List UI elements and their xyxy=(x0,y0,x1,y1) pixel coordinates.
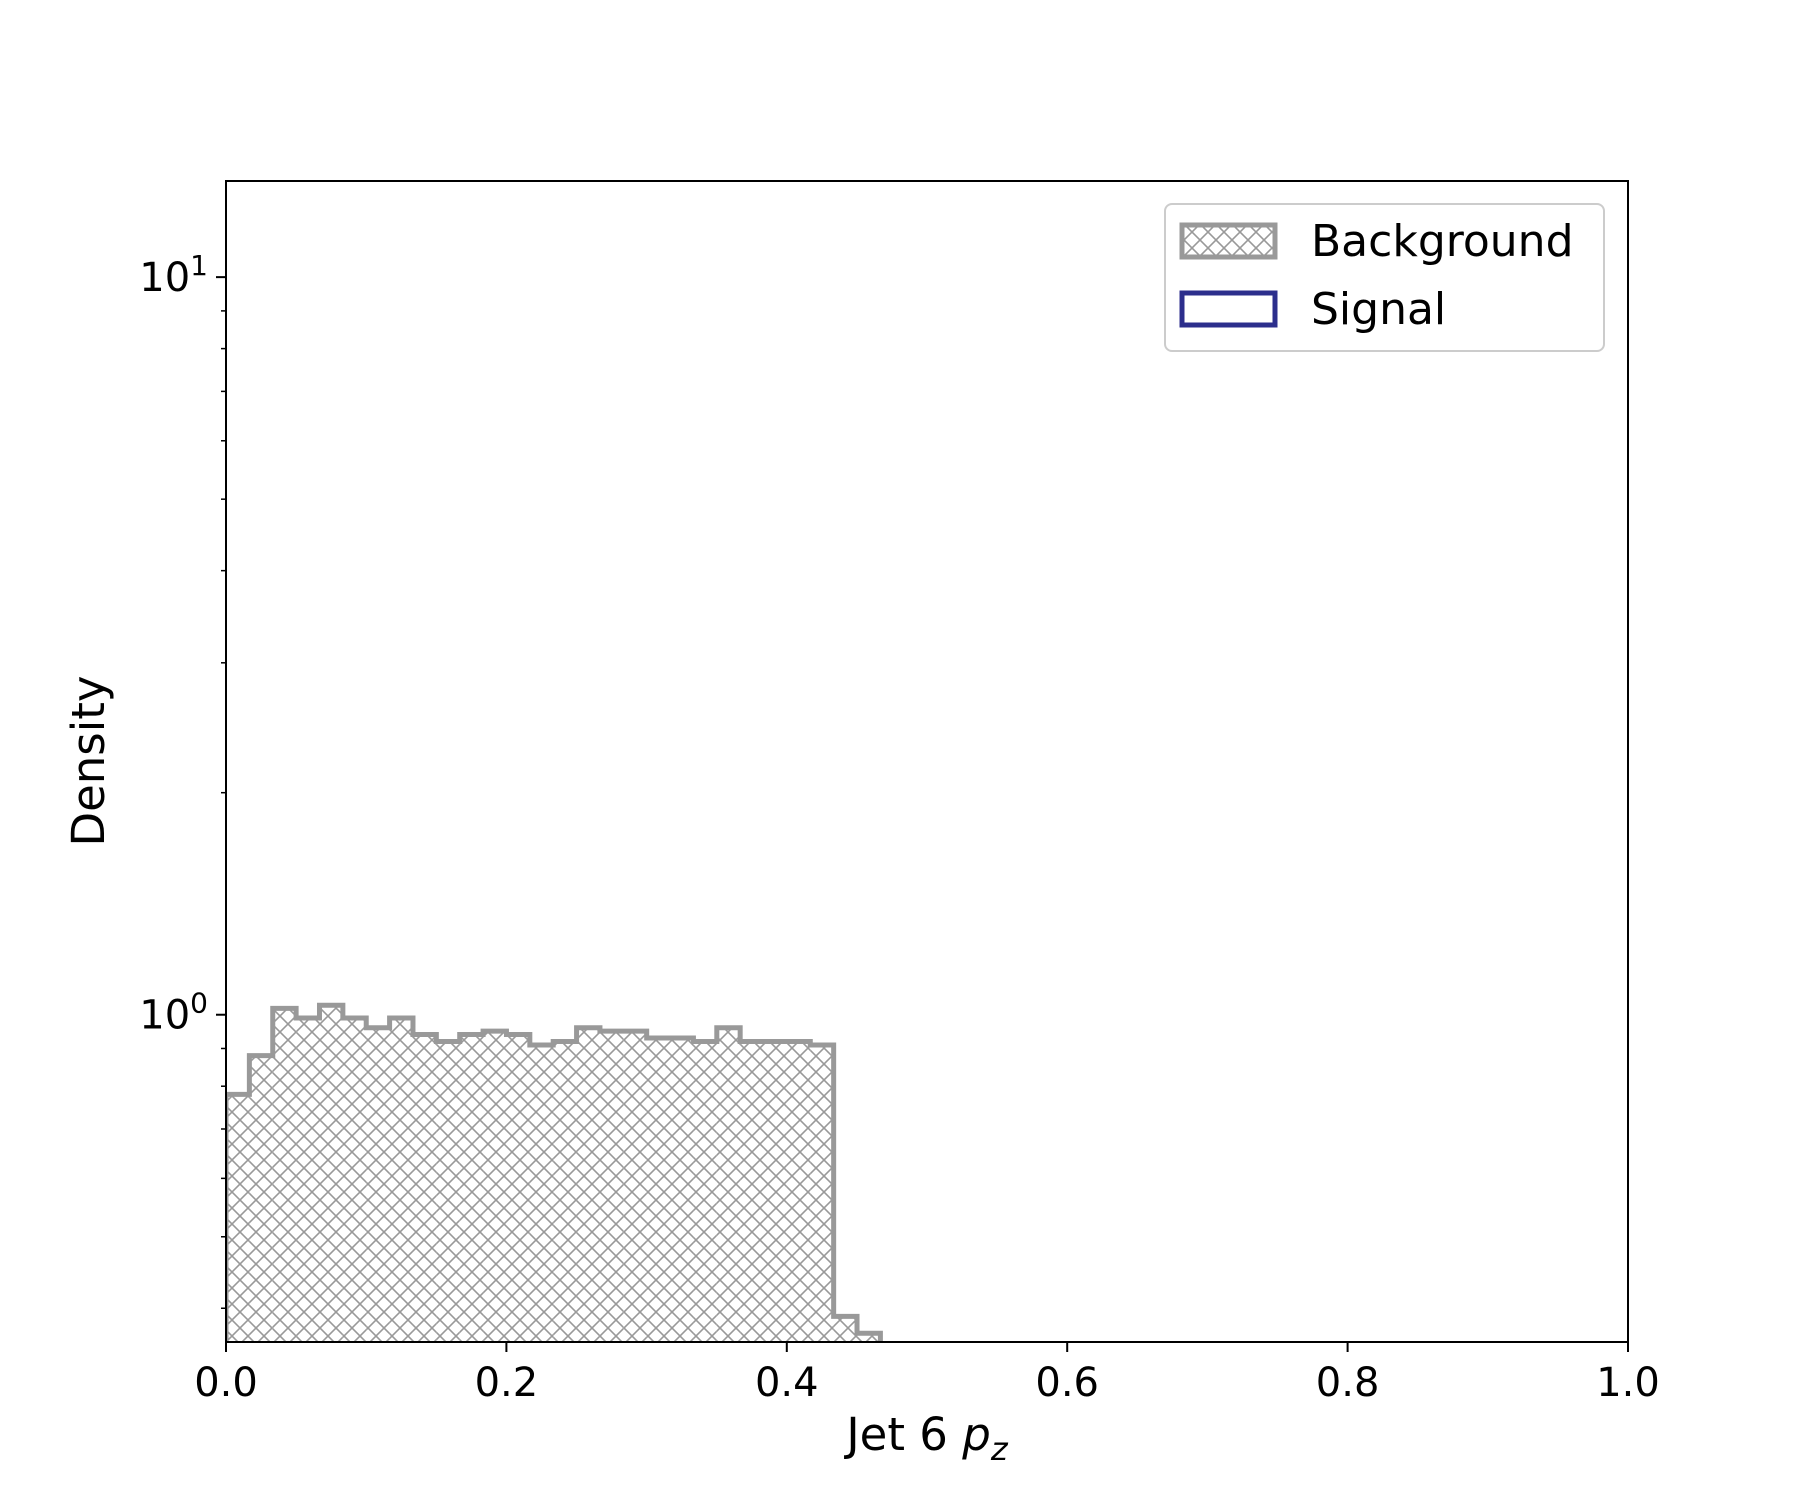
plot-area xyxy=(226,1002,883,1342)
x-axis-label-main: Jet 6 xyxy=(843,1408,962,1461)
background-bar xyxy=(366,1027,390,1342)
legend-signal-swatch xyxy=(1179,290,1278,328)
background-bar xyxy=(763,1041,787,1342)
x-tick-label: 1.0 xyxy=(1596,1360,1660,1406)
background-bar xyxy=(459,1034,484,1342)
background-bar xyxy=(599,1031,624,1342)
y-axis-label: Density xyxy=(62,675,115,846)
background-bar xyxy=(646,1037,671,1342)
y-tick-label: 101 xyxy=(139,249,208,301)
plot-frame xyxy=(225,180,1629,1343)
legend-background-label: Background xyxy=(1311,216,1574,267)
x-tick-label: 0.8 xyxy=(1316,1360,1380,1406)
background-outline xyxy=(226,1002,883,1342)
background-bar xyxy=(553,1041,577,1342)
legend: Background Signal xyxy=(1164,203,1605,352)
background-bar xyxy=(436,1041,460,1342)
background-bar xyxy=(810,1044,834,1342)
y-tick-label: 100 xyxy=(139,987,208,1039)
background-bar xyxy=(716,1027,741,1342)
x-axis-label-var: p xyxy=(961,1408,991,1461)
x-tick-label: 0.4 xyxy=(755,1360,819,1406)
x-tick-label: 0.0 xyxy=(194,1360,258,1406)
background-bar xyxy=(319,1005,343,1342)
y-axis-ticks: 100 101 xyxy=(139,249,226,1309)
background-bar xyxy=(670,1037,694,1342)
background-bar xyxy=(623,1031,647,1342)
background-bar xyxy=(833,1316,858,1342)
background-bar xyxy=(296,1017,320,1342)
background-bar xyxy=(857,1333,881,1342)
background-bar xyxy=(693,1041,717,1342)
background-bar xyxy=(226,1094,250,1342)
background-bar xyxy=(786,1041,811,1342)
background-bar xyxy=(740,1041,764,1342)
x-axis-ticks: 0.0 0.2 0.4 0.6 0.8 1.0 xyxy=(194,1342,1660,1406)
background-bar xyxy=(342,1017,367,1342)
background-bar xyxy=(412,1034,437,1342)
background-bar xyxy=(576,1027,600,1342)
background-bar xyxy=(529,1044,554,1342)
background-bar xyxy=(249,1055,273,1342)
background-bar xyxy=(483,1031,507,1342)
legend-background-swatch xyxy=(1179,222,1278,260)
background-bars xyxy=(226,1005,881,1342)
x-tick-label: 0.2 xyxy=(475,1360,539,1406)
x-tick-label: 0.6 xyxy=(1035,1360,1099,1406)
legend-signal-label: Signal xyxy=(1311,284,1446,335)
x-axis-label-sub: z xyxy=(990,1430,1009,1468)
background-bar xyxy=(506,1034,530,1342)
x-axis-label: Jet 6 pz xyxy=(843,1408,1008,1468)
background-bar xyxy=(389,1017,413,1342)
background-bar xyxy=(272,1008,297,1342)
